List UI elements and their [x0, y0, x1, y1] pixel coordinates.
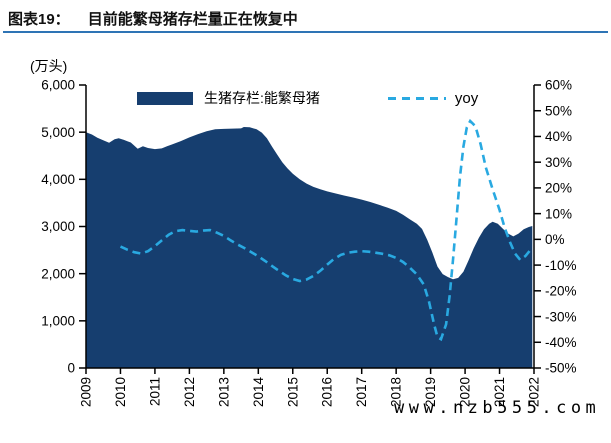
figure-header: 图表19： 目前能繁母猪存栏量正在恢复中	[8, 8, 298, 29]
area-legend-label: 生猪存栏:能繁母猪	[204, 90, 320, 106]
svg-text:-40%: -40%	[545, 335, 577, 350]
svg-text:0%: 0%	[545, 232, 565, 247]
y-left-unit-label: (万头)	[30, 58, 68, 74]
svg-text:40%: 40%	[545, 129, 572, 144]
yoy-legend-label: yoy	[454, 89, 479, 107]
svg-text:2,000: 2,000	[41, 266, 75, 281]
svg-text:2011: 2011	[147, 377, 162, 406]
svg-text:2020: 2020	[458, 377, 473, 407]
svg-text:5,000: 5,000	[41, 125, 75, 140]
figure-number-label: 图表19：	[8, 11, 70, 28]
svg-text:2015: 2015	[285, 377, 300, 407]
svg-text:2017: 2017	[354, 377, 369, 407]
svg-text:60%: 60%	[545, 78, 572, 93]
svg-text:2022: 2022	[527, 377, 542, 407]
svg-text:-30%: -30%	[545, 309, 577, 324]
svg-text:3,000: 3,000	[41, 219, 75, 234]
svg-text:4,000: 4,000	[41, 172, 75, 187]
yoy-legend-dash-icon	[387, 96, 446, 100]
svg-text:0: 0	[67, 361, 75, 376]
svg-text:2009: 2009	[79, 377, 94, 407]
svg-text:-10%: -10%	[545, 258, 577, 273]
svg-text:2013: 2013	[216, 377, 231, 407]
svg-text:10%: 10%	[545, 206, 572, 221]
figure-title: 目前能繁母猪存栏量正在恢复中	[87, 11, 298, 28]
svg-text:2019: 2019	[423, 377, 438, 407]
svg-text:2016: 2016	[320, 377, 335, 407]
svg-text:2012: 2012	[182, 377, 197, 407]
title-underline	[3, 31, 608, 33]
svg-text:2021: 2021	[492, 377, 507, 407]
svg-text:6,000: 6,000	[41, 78, 75, 93]
svg-text:2014: 2014	[251, 377, 266, 408]
svg-text:-50%: -50%	[545, 361, 577, 376]
svg-text:30%: 30%	[545, 155, 572, 170]
watermark-text: www.nzb555.com	[394, 398, 601, 418]
svg-text:2010: 2010	[113, 377, 128, 407]
svg-text:1,000: 1,000	[41, 314, 75, 329]
svg-text:2018: 2018	[389, 377, 404, 407]
svg-text:20%: 20%	[545, 181, 572, 196]
svg-text:-20%: -20%	[545, 284, 577, 299]
svg-text:50%: 50%	[545, 103, 572, 118]
area-legend-swatch	[137, 91, 193, 105]
chart-legend: 生猪存栏:能繁母猪 yoy	[137, 88, 478, 108]
